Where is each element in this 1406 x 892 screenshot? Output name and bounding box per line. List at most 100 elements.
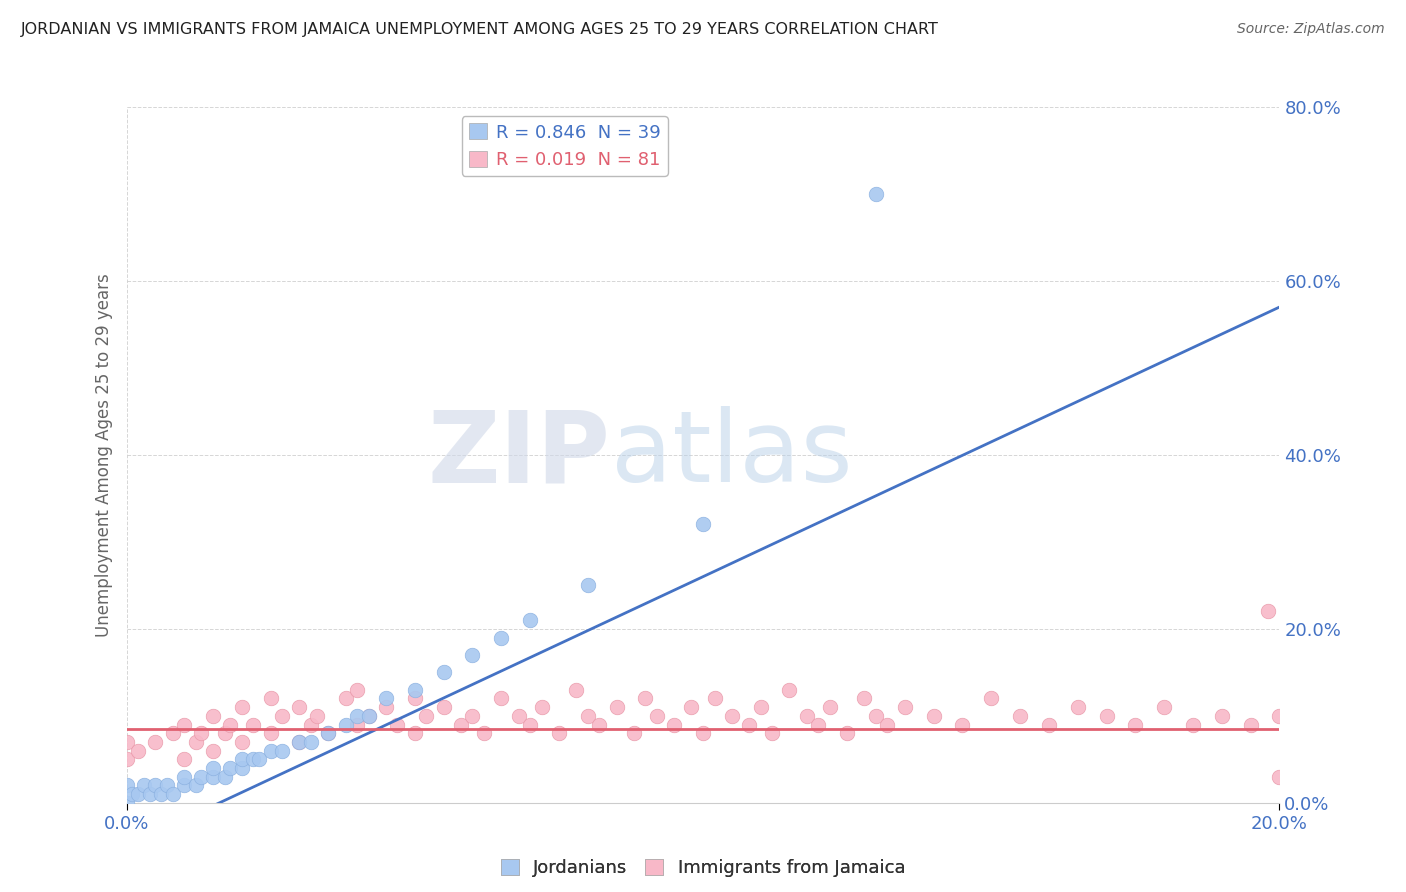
Point — [214, 726, 236, 740]
Point — [219, 761, 242, 775]
Point — [461, 708, 484, 723]
Point — [1123, 717, 1146, 731]
Point — [461, 648, 484, 662]
Point — [692, 726, 714, 740]
Point — [219, 717, 242, 731]
Point — [796, 708, 818, 723]
Point — [1268, 770, 1291, 784]
Point — [980, 691, 1002, 706]
Point — [1257, 605, 1279, 619]
Legend: Jordanians, Immigrants from Jamaica: Jordanians, Immigrants from Jamaica — [494, 852, 912, 884]
Point — [450, 717, 472, 731]
Point — [623, 726, 645, 740]
Point — [922, 708, 945, 723]
Point — [489, 631, 512, 645]
Point — [231, 700, 253, 714]
Point — [271, 708, 294, 723]
Point — [121, 787, 143, 801]
Point — [202, 708, 225, 723]
Point — [271, 744, 294, 758]
Point — [145, 778, 166, 792]
Point — [720, 708, 742, 723]
Point — [692, 517, 714, 532]
Point — [190, 726, 212, 740]
Point — [132, 778, 155, 792]
Point — [288, 735, 311, 749]
Point — [162, 787, 184, 801]
Point — [318, 726, 340, 740]
Point — [259, 726, 281, 740]
Point — [318, 726, 340, 740]
Text: Source: ZipAtlas.com: Source: ZipAtlas.com — [1237, 22, 1385, 37]
Point — [1008, 708, 1031, 723]
Point — [242, 752, 264, 766]
Point — [115, 778, 138, 792]
Point — [588, 717, 610, 731]
Point — [173, 752, 195, 766]
Point — [346, 717, 368, 731]
Point — [115, 735, 138, 749]
Point — [818, 700, 841, 714]
Point — [548, 726, 571, 740]
Point — [150, 787, 173, 801]
Point — [519, 717, 541, 731]
Point — [876, 717, 898, 731]
Point — [288, 735, 311, 749]
Point — [853, 691, 876, 706]
Point — [242, 717, 264, 731]
Point — [299, 735, 322, 749]
Point — [202, 761, 225, 775]
Point — [202, 770, 225, 784]
Point — [605, 700, 627, 714]
Point — [519, 613, 541, 627]
Point — [865, 708, 887, 723]
Y-axis label: Unemployment Among Ages 25 to 29 years: Unemployment Among Ages 25 to 29 years — [94, 273, 112, 637]
Point — [127, 744, 149, 758]
Point — [1240, 717, 1263, 731]
Point — [703, 691, 725, 706]
Point — [1095, 708, 1118, 723]
Point — [404, 691, 426, 706]
Point — [156, 778, 179, 792]
Point — [664, 717, 686, 731]
Point — [259, 691, 281, 706]
Point — [749, 700, 772, 714]
Point — [231, 752, 253, 766]
Point — [231, 735, 253, 749]
Point — [472, 726, 495, 740]
Point — [335, 717, 357, 731]
Point — [115, 796, 138, 810]
Point — [1038, 717, 1060, 731]
Point — [231, 761, 253, 775]
Point — [288, 700, 311, 714]
Point — [415, 708, 437, 723]
Point — [357, 708, 380, 723]
Point — [807, 717, 830, 731]
Point — [576, 578, 599, 592]
Point — [1181, 717, 1204, 731]
Point — [565, 682, 588, 697]
Point — [127, 787, 149, 801]
Text: JORDANIAN VS IMMIGRANTS FROM JAMAICA UNEMPLOYMENT AMONG AGES 25 TO 29 YEARS CORR: JORDANIAN VS IMMIGRANTS FROM JAMAICA UNE… — [21, 22, 939, 37]
Point — [190, 770, 212, 784]
Point — [374, 700, 398, 714]
Point — [346, 708, 368, 723]
Point — [950, 717, 973, 731]
Point — [173, 717, 195, 731]
Point — [387, 717, 409, 731]
Point — [1211, 708, 1233, 723]
Point — [865, 187, 887, 202]
Point — [576, 708, 599, 723]
Point — [214, 770, 236, 784]
Point — [645, 708, 668, 723]
Point — [299, 717, 322, 731]
Point — [433, 700, 456, 714]
Text: atlas: atlas — [610, 407, 852, 503]
Point — [835, 726, 858, 740]
Point — [404, 726, 426, 740]
Point — [305, 708, 328, 723]
Point — [145, 735, 166, 749]
Point — [115, 752, 138, 766]
Point — [202, 744, 225, 758]
Point — [489, 691, 512, 706]
